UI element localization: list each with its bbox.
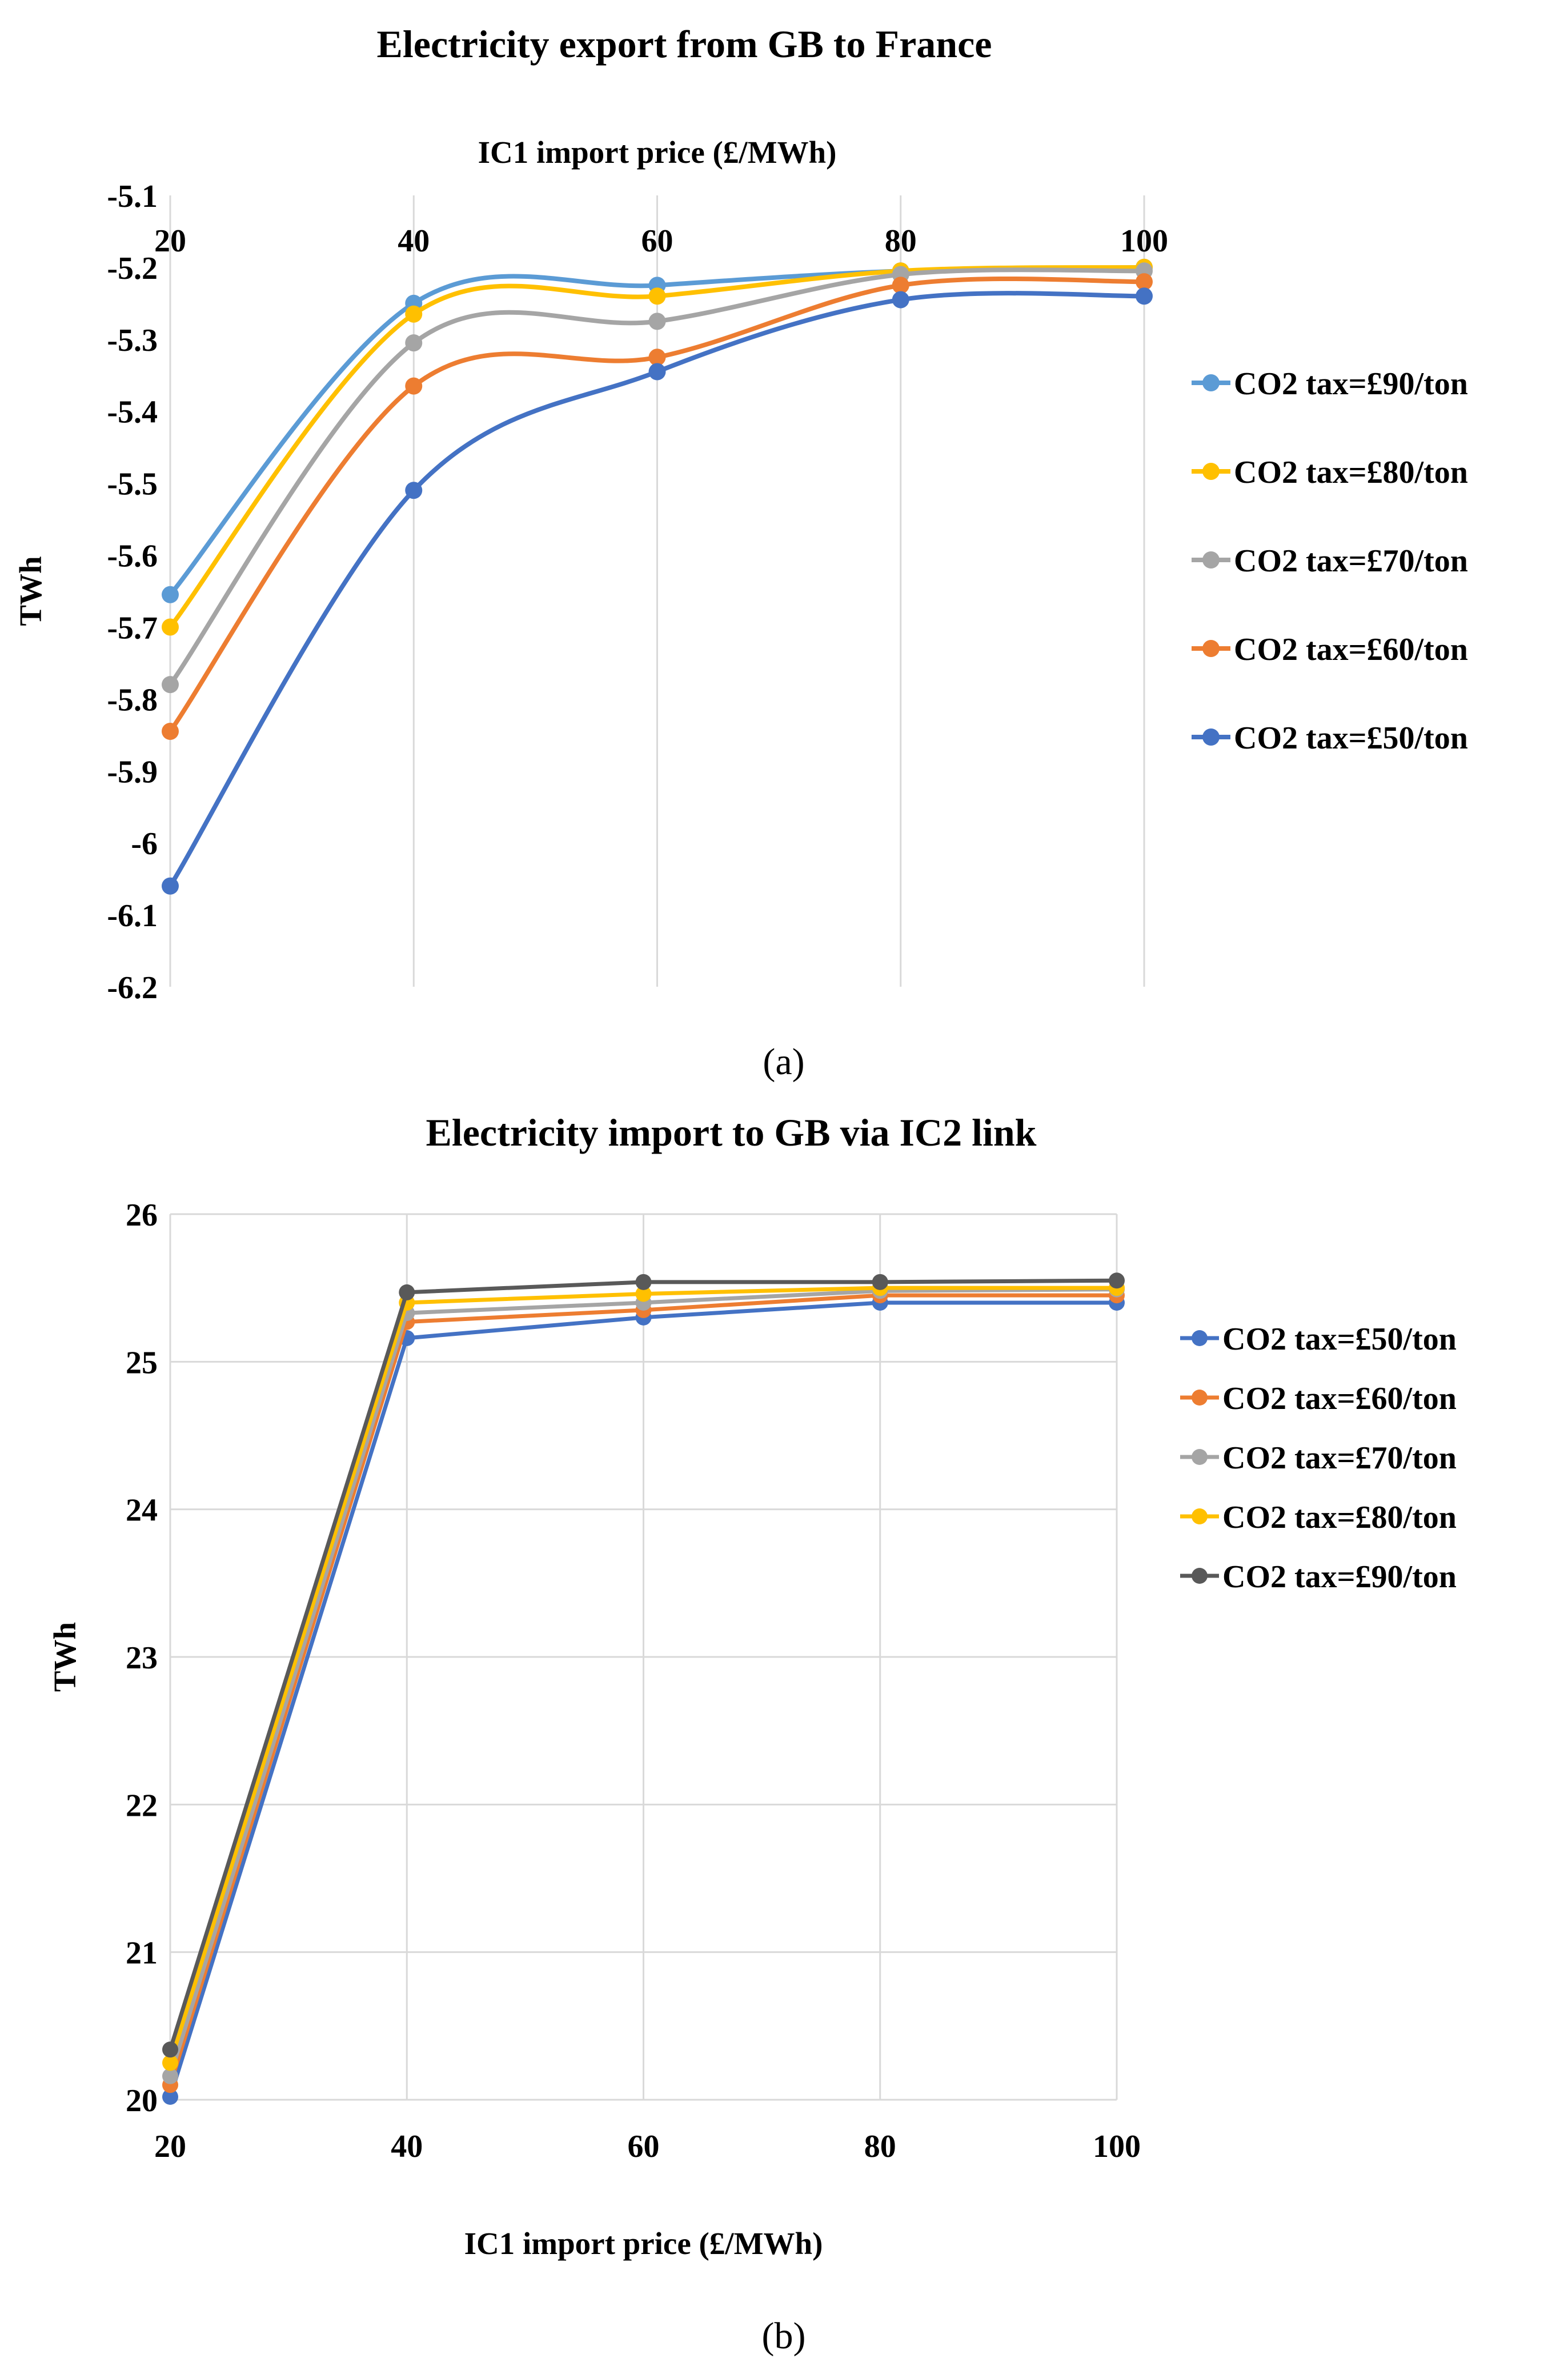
x-tick-label: 100 <box>1093 2129 1141 2164</box>
data-point <box>892 277 909 294</box>
panel-a-label: (a) <box>763 1041 804 1083</box>
y-tick-label: -5.8 <box>107 682 158 718</box>
data-point <box>162 618 179 636</box>
data-point <box>648 287 666 305</box>
data-point <box>405 305 423 323</box>
x-tick-label: 60 <box>641 223 673 259</box>
data-point <box>635 1274 652 1290</box>
data-point <box>399 1284 415 1300</box>
x-axis-title: IC1 import price (£/MWh) <box>464 2226 823 2261</box>
legend-swatch-marker <box>1192 1449 1208 1465</box>
data-point <box>162 723 179 740</box>
x-tick-label: 60 <box>628 2129 660 2164</box>
x-axis-title: IC1 import price (£/MWh) <box>478 135 837 170</box>
data-point <box>635 1286 652 1302</box>
panel-b-chart: Electricity import to GB via IC2 link 20 2… <box>47 1111 1457 2261</box>
y-tick-label: -5.1 <box>107 179 158 214</box>
data-point <box>648 363 666 381</box>
series-line <box>168 276 1145 733</box>
legend-label: CO2 tax=£50/ton <box>1234 720 1468 756</box>
data-point <box>648 313 666 330</box>
y-tick-label: -5.6 <box>107 539 158 574</box>
data-point <box>162 877 179 895</box>
data-point <box>162 2088 178 2105</box>
legend-swatch-marker <box>1202 463 1220 480</box>
y-tick-label: -5.4 <box>107 395 158 430</box>
panel-a-chart: Electricity export from GB to France -5.1… <box>13 22 1468 1006</box>
y-tick-label: -5.3 <box>107 323 158 358</box>
legend-label: CO2 tax=£70/ton <box>1222 1440 1457 1476</box>
data-point <box>1136 287 1153 305</box>
y-axis-title: TWh <box>13 556 48 626</box>
y-axis-title: TWh <box>47 1622 82 1692</box>
y-tick-label: 20 <box>126 2083 158 2119</box>
y-tick-label: 25 <box>126 1345 158 1380</box>
x-tick-label: 20 <box>154 2129 186 2164</box>
y-tick-label: -6.1 <box>107 898 158 934</box>
legend-swatch-marker <box>1192 1508 1208 1524</box>
data-point <box>1136 273 1153 291</box>
legend-label: CO2 tax=£90/ton <box>1222 1559 1457 1595</box>
legend-swatch-marker <box>1192 1330 1208 1346</box>
x-tick-label: 100 <box>1120 223 1168 259</box>
series-line <box>168 291 1145 887</box>
legend-label: CO2 tax=£80/ton <box>1222 1500 1457 1535</box>
legend-label: CO2 tax=£70/ton <box>1234 543 1468 579</box>
chart-title: Electricity import to GB via IC2 link <box>426 1111 1036 1154</box>
x-tick-label: 80 <box>885 223 917 259</box>
data-point <box>162 2055 178 2071</box>
data-point <box>872 1274 888 1290</box>
y-tick-label: -5.2 <box>107 251 158 286</box>
x-tick-label: 40 <box>398 223 430 259</box>
data-point <box>162 2041 178 2058</box>
legend-swatch-marker <box>1202 374 1220 391</box>
y-tick-label: -5.7 <box>107 610 158 646</box>
chart-title: Electricity export from GB to France <box>377 22 992 66</box>
y-tick-label: 21 <box>126 1936 158 1971</box>
y-tick-label: -6.2 <box>107 970 158 1006</box>
x-tick-label: 20 <box>154 223 186 259</box>
y-tick-label: 24 <box>126 1493 158 1528</box>
data-point <box>162 2068 178 2084</box>
data-point <box>405 377 423 395</box>
data-point <box>1109 1272 1125 1289</box>
legend-swatch-marker <box>1192 1568 1208 1584</box>
legend-label: CO2 tax=£50/ton <box>1222 1322 1457 1357</box>
data-point <box>405 334 423 352</box>
legend-swatch-marker <box>1202 728 1220 746</box>
data-point <box>405 482 423 499</box>
x-tick-label: 80 <box>864 2129 896 2164</box>
data-point <box>162 676 179 694</box>
y-tick-label: 23 <box>126 1640 158 1676</box>
legend-swatch-marker <box>1192 1390 1208 1406</box>
legend-label: CO2 tax=£80/ton <box>1234 455 1468 490</box>
y-tick-label: -5.9 <box>107 754 158 790</box>
legend-label: CO2 tax=£90/ton <box>1234 366 1468 402</box>
legend-label: CO2 tax=£60/ton <box>1234 632 1468 667</box>
legend-swatch-marker <box>1202 551 1220 569</box>
y-tick-label: 26 <box>126 1198 158 1233</box>
y-tick-label: -5.5 <box>107 467 158 502</box>
data-point <box>162 586 179 603</box>
series-line <box>168 267 1145 686</box>
legend-swatch-marker <box>1202 640 1220 657</box>
x-tick-label: 40 <box>391 2129 423 2164</box>
legend-label: CO2 tax=£60/ton <box>1222 1381 1457 1416</box>
y-tick-label: 22 <box>126 1788 158 1823</box>
data-point <box>892 291 909 309</box>
panel-b-label: (b) <box>762 2315 806 2357</box>
data-point <box>648 349 666 366</box>
y-tick-label: -6 <box>131 826 158 862</box>
